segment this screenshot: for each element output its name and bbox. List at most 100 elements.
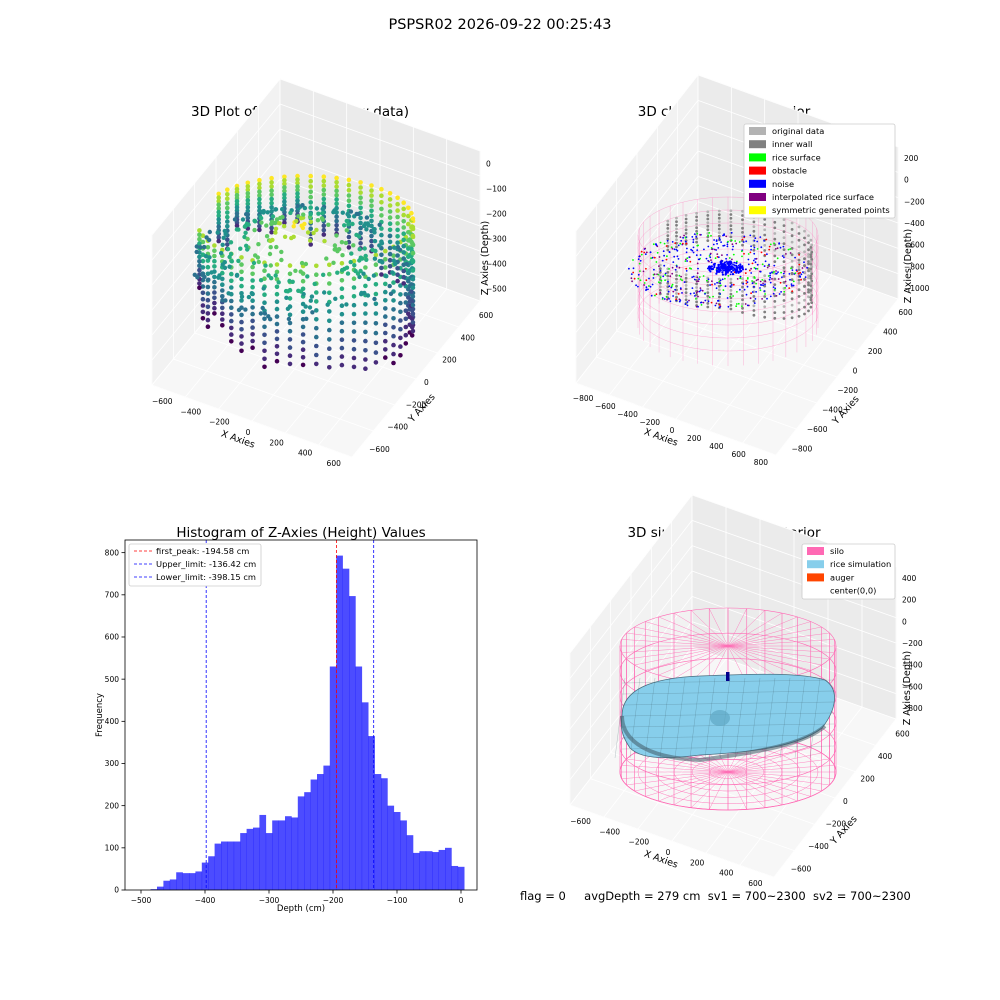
plot2-point bbox=[788, 287, 791, 289]
plot2-point bbox=[649, 251, 652, 254]
plot1-point bbox=[197, 263, 202, 269]
plot2-point bbox=[684, 303, 687, 305]
plot2-point bbox=[723, 244, 726, 247]
plot2-wall-point bbox=[807, 248, 810, 252]
plot2-xtick: −400 bbox=[617, 410, 638, 419]
plot2-point bbox=[778, 293, 781, 295]
plot2-wall-point bbox=[741, 277, 744, 281]
plot1-point bbox=[373, 311, 379, 316]
plot2-wall-point bbox=[752, 309, 756, 312]
plot2-wall-point bbox=[717, 220, 721, 224]
plot1-point bbox=[395, 201, 400, 207]
plot1-ytick: 400 bbox=[461, 333, 476, 342]
plot1-point bbox=[398, 335, 403, 341]
plot2-wall-point bbox=[790, 310, 794, 313]
plot1-point bbox=[314, 299, 319, 304]
plot4-ytick: 200 bbox=[860, 774, 875, 783]
plot2-wall-point bbox=[773, 311, 777, 314]
plot1-point bbox=[358, 220, 363, 226]
plot1-point bbox=[269, 229, 274, 235]
plot1-point bbox=[395, 208, 400, 213]
plot2-wall-point bbox=[752, 299, 756, 303]
plot2-wall-point bbox=[752, 220, 756, 224]
plot2-point bbox=[713, 248, 716, 251]
plot1-point bbox=[209, 270, 214, 275]
plot2-point bbox=[751, 262, 754, 265]
plot1-point bbox=[401, 200, 407, 205]
plot2-point bbox=[759, 270, 762, 273]
plot1-point bbox=[269, 192, 274, 198]
plot1-point bbox=[262, 356, 267, 362]
plot1-point bbox=[398, 344, 403, 349]
plot1-point bbox=[351, 355, 357, 361]
plot2-point bbox=[753, 239, 756, 242]
plot1-point bbox=[257, 227, 262, 233]
plot2-point bbox=[686, 301, 689, 303]
plot1-point bbox=[410, 302, 416, 308]
plot1-point bbox=[282, 192, 287, 197]
plot2-wall-point bbox=[675, 220, 678, 224]
plot1-point bbox=[294, 218, 299, 224]
plot1-point bbox=[273, 207, 278, 212]
plot1-point bbox=[266, 273, 271, 278]
plot2-wall-point bbox=[706, 224, 710, 228]
plot2-point bbox=[697, 295, 699, 298]
plot1-point bbox=[403, 332, 409, 338]
plot1-ytick: −600 bbox=[369, 445, 390, 454]
plot1-point bbox=[410, 285, 416, 291]
plot2-point bbox=[642, 270, 645, 273]
plot2-point bbox=[675, 248, 678, 251]
plot1-point bbox=[346, 182, 352, 188]
plot2-wall-point bbox=[803, 312, 806, 316]
plot1-point bbox=[365, 293, 371, 298]
plot1-point bbox=[346, 203, 352, 209]
plot1-point bbox=[300, 339, 306, 345]
plot1-point bbox=[239, 262, 244, 267]
plot1-ytick: 200 bbox=[442, 356, 457, 365]
histogram-bar bbox=[233, 841, 241, 890]
histogram-legend-frame bbox=[128, 543, 262, 587]
plot2-wall-point bbox=[810, 265, 814, 268]
plot2-noise-cluster-point bbox=[737, 271, 740, 274]
plot2-point bbox=[667, 280, 669, 283]
plot1-point bbox=[321, 192, 327, 197]
plot1-point bbox=[287, 345, 293, 350]
plot1-point bbox=[268, 317, 273, 322]
plot1-point bbox=[260, 209, 265, 215]
plot1-point bbox=[410, 268, 416, 273]
plot1-point bbox=[251, 260, 257, 266]
plot2-point bbox=[690, 248, 692, 251]
plot1-xtick: −600 bbox=[152, 397, 173, 406]
histogram-reference-lines bbox=[205, 540, 375, 890]
plot1-point bbox=[225, 201, 230, 206]
plot1-xtick: −400 bbox=[181, 407, 202, 416]
plot4-ztick: −600 bbox=[902, 682, 923, 691]
plot2-point bbox=[692, 238, 695, 241]
plot1-xtick: 400 bbox=[298, 449, 313, 458]
plot2-point bbox=[659, 241, 662, 244]
plot1-point bbox=[205, 304, 211, 310]
plot2-point bbox=[654, 294, 656, 297]
plot2-noise-cluster-point bbox=[710, 267, 714, 270]
plot1-point bbox=[410, 320, 416, 325]
plot4-ytick: −200 bbox=[826, 820, 847, 829]
histogram-bar bbox=[272, 820, 279, 890]
plot2-point bbox=[659, 291, 662, 294]
plot1-point bbox=[287, 296, 293, 301]
plot1-point bbox=[216, 275, 221, 280]
plot1-point bbox=[308, 179, 314, 184]
histogram-bar bbox=[176, 872, 183, 890]
plot2-wall-point bbox=[790, 234, 794, 238]
plot1-point bbox=[308, 200, 314, 205]
plot1-point bbox=[222, 265, 228, 270]
plot2-point bbox=[804, 276, 807, 278]
plot1-point bbox=[339, 311, 345, 317]
plot2-wall-point bbox=[666, 234, 670, 238]
plot2-point bbox=[714, 257, 717, 260]
plot2-point bbox=[638, 262, 641, 265]
plot2-wall-point bbox=[666, 230, 670, 234]
plot1-point bbox=[357, 247, 362, 252]
silo-bottom-spoke bbox=[645, 771, 729, 797]
plot1-point bbox=[308, 226, 314, 231]
plot1-point bbox=[372, 227, 377, 232]
